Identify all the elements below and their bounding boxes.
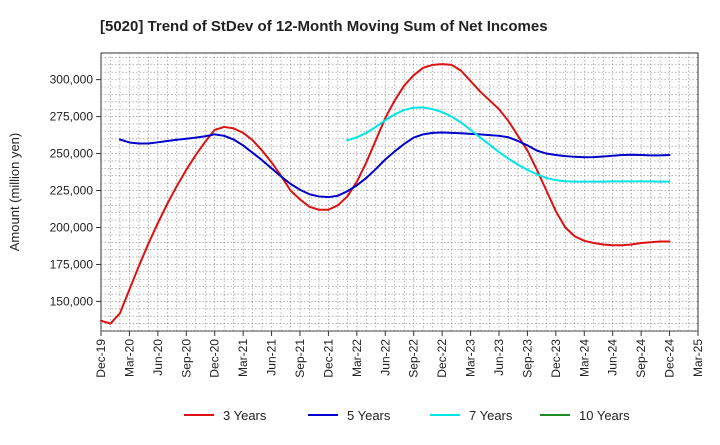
x-tick-label: Dec-20 bbox=[208, 339, 222, 378]
legend-label: 3 Years bbox=[223, 408, 267, 423]
x-tick-label: Jun-20 bbox=[151, 339, 165, 376]
x-tick-label: Dec-21 bbox=[321, 339, 335, 378]
x-tick-label: Mar-22 bbox=[350, 339, 364, 377]
grid bbox=[101, 53, 698, 332]
x-tick-label: Dec-22 bbox=[435, 339, 449, 378]
x-tick-label: Jun-23 bbox=[492, 339, 506, 376]
y-tick-label: 275,000 bbox=[50, 110, 94, 124]
legend-label: 10 Years bbox=[579, 408, 630, 423]
x-tick-label: Mar-23 bbox=[464, 339, 478, 377]
x-tick-label: Dec-19 bbox=[94, 339, 108, 378]
legend-label: 5 Years bbox=[347, 408, 391, 423]
y-tick-label: 175,000 bbox=[50, 257, 94, 271]
series-line-5-years bbox=[118, 131, 671, 199]
legend-label: 7 Years bbox=[469, 408, 513, 423]
y-tick-label: 225,000 bbox=[50, 184, 94, 198]
x-tick-label: Mar-20 bbox=[122, 339, 136, 377]
x-tick-label: Jun-21 bbox=[265, 339, 279, 376]
series-lines bbox=[100, 63, 671, 325]
plot-area bbox=[100, 52, 699, 332]
series-line-3-years bbox=[100, 63, 671, 325]
x-tick-label: Mar-25 bbox=[691, 339, 705, 377]
x-tick-label: Sep-23 bbox=[520, 339, 534, 378]
x-tick-label: Jun-22 bbox=[378, 339, 392, 376]
x-axis-ticks: Dec-19 Mar-20 Jun-20 Sep-20 Dec-20 Mar-21 Jun-… bbox=[94, 331, 705, 378]
series-line-7-years bbox=[346, 106, 671, 183]
y-tick-label: 300,000 bbox=[50, 73, 94, 87]
x-tick-label: Dec-24 bbox=[663, 339, 677, 378]
x-tick-label: Dec-23 bbox=[549, 339, 563, 378]
x-tick-label: Mar-24 bbox=[577, 339, 591, 377]
x-tick-label: Jun-24 bbox=[606, 339, 620, 376]
chart-title: [5020] Trend of StDev of 12-Month Moving… bbox=[100, 18, 548, 35]
y-tick-label: 250,000 bbox=[50, 147, 94, 161]
x-tick-label: Sep-22 bbox=[407, 339, 421, 378]
y-tick-label: 200,000 bbox=[50, 220, 94, 234]
y-tick-label: 150,000 bbox=[50, 294, 94, 308]
x-tick-label: Mar-21 bbox=[236, 339, 250, 377]
y-axis-ticks: 150,000 175,000 200,000 225,000 250,000 275,0… bbox=[50, 73, 101, 308]
legend: 3 Years 5 Years 7 Years 10 Years bbox=[184, 408, 630, 423]
x-tick-label: Sep-20 bbox=[179, 339, 193, 378]
y-axis-label: Amount (million yen) bbox=[7, 133, 22, 252]
x-tick-label: Sep-21 bbox=[293, 339, 307, 378]
x-tick-label: Sep-24 bbox=[634, 339, 648, 378]
